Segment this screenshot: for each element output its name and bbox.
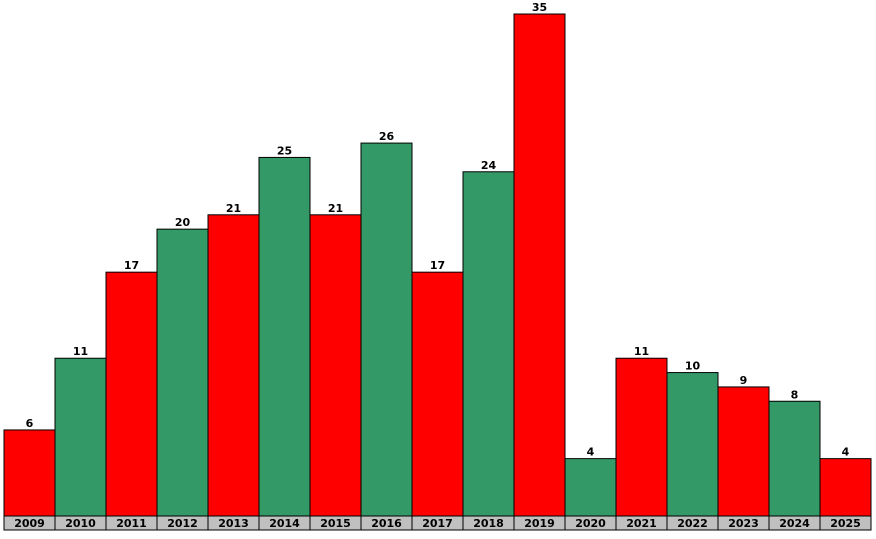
x-tick-label: 2020 xyxy=(575,517,606,530)
x-tick-label: 2010 xyxy=(65,517,96,530)
x-tick-label: 2022 xyxy=(677,517,708,530)
bar xyxy=(666,372,719,517)
value-label: 4 xyxy=(842,446,850,459)
bar xyxy=(411,271,464,517)
x-tick-label: 2013 xyxy=(218,517,249,530)
x-tick-label: 2024 xyxy=(779,517,810,530)
bar xyxy=(54,357,107,517)
value-label: 9 xyxy=(740,374,748,387)
bar xyxy=(462,171,515,517)
bar xyxy=(309,214,362,517)
value-label: 21 xyxy=(328,202,343,215)
bar xyxy=(360,142,413,517)
bar xyxy=(156,228,209,517)
value-label: 6 xyxy=(26,417,34,430)
x-tick-label: 2015 xyxy=(320,517,351,530)
value-label: 17 xyxy=(430,259,445,272)
bar xyxy=(207,214,260,517)
x-tick-label: 2009 xyxy=(14,517,45,530)
x-tick-label: 2012 xyxy=(167,517,198,530)
x-tick-label: 2019 xyxy=(524,517,555,530)
bar xyxy=(615,357,668,517)
value-label: 26 xyxy=(379,130,395,143)
value-label: 11 xyxy=(73,345,88,358)
value-label: 20 xyxy=(175,216,191,229)
x-tick-label: 2014 xyxy=(269,517,300,530)
value-label: 8 xyxy=(791,388,799,401)
value-label: 11 xyxy=(634,345,649,358)
bar xyxy=(564,458,617,517)
x-tick-label: 2016 xyxy=(371,517,402,530)
x-tick-label: 2021 xyxy=(626,517,657,530)
value-label: 4 xyxy=(587,446,595,459)
value-label: 35 xyxy=(532,1,547,14)
x-tick-label: 2023 xyxy=(728,517,759,530)
bar xyxy=(513,13,566,517)
category-box xyxy=(819,515,872,531)
bar xyxy=(717,386,770,517)
x-tick-label: 2018 xyxy=(473,517,504,530)
value-label: 24 xyxy=(481,159,497,172)
value-label: 25 xyxy=(277,144,292,157)
value-label: 17 xyxy=(124,259,139,272)
bar xyxy=(819,458,872,517)
bar xyxy=(768,400,821,517)
bar xyxy=(105,271,158,517)
bar xyxy=(3,429,56,517)
x-tick-label: 2011 xyxy=(116,517,147,530)
x-tick-label: 2025 xyxy=(830,517,861,530)
bar xyxy=(258,156,311,517)
x-tick-label: 2017 xyxy=(422,517,453,530)
value-label: 21 xyxy=(226,202,241,215)
value-label: 10 xyxy=(685,360,701,373)
